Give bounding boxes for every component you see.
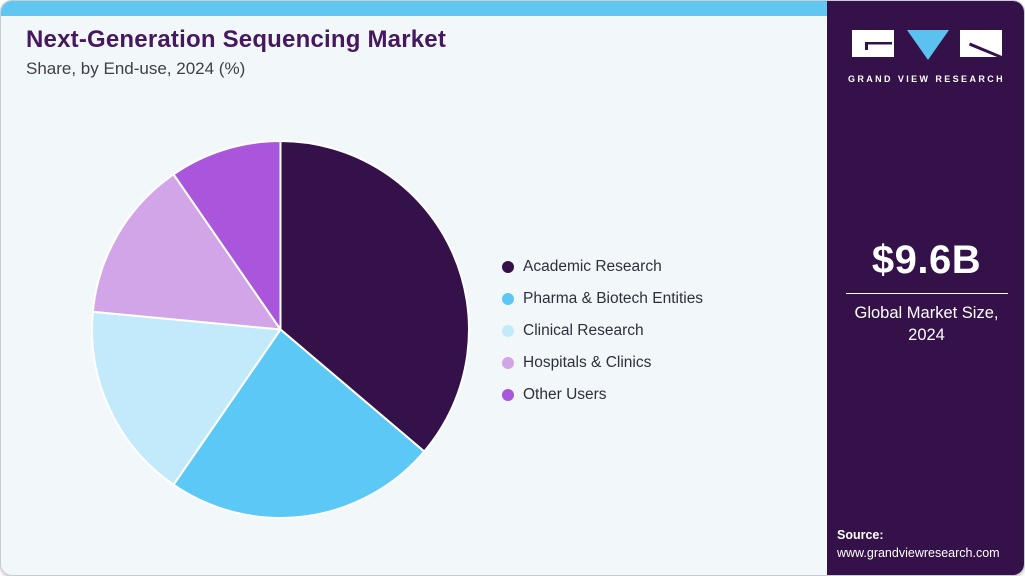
- legend-item-other-users: Other Users: [502, 379, 703, 411]
- market-size-block: $9.6B Global Market Size, 2024: [827, 238, 1024, 347]
- pie-slice-hospitals-clinics: [91, 173, 282, 331]
- gvr-logo-icon: [851, 30, 1002, 60]
- header: Next-Generation Sequencing Market Share,…: [26, 26, 446, 79]
- pie-slice-pharma-biotech-entities: [172, 328, 426, 519]
- page-subtitle: Share, by End-use, 2024 (%): [26, 59, 246, 78]
- legend-label: Hospitals & Clinics: [523, 354, 652, 371]
- logo-r-block: [959, 30, 1002, 57]
- legend-item-hospitals-clinics: Hospitals & Clinics: [502, 347, 703, 379]
- brand-name: GRAND VIEW RESEARCH: [847, 74, 1006, 84]
- legend-bullet-icon: [502, 357, 514, 369]
- pie-slice-other-users: [172, 140, 282, 331]
- logo-r-glyph: [968, 42, 1002, 59]
- legend-label: Other Users: [523, 386, 607, 403]
- market-size-divider: [845, 293, 1008, 294]
- gvr-logo: GRAND VIEW RESEARCH: [827, 28, 1024, 84]
- legend-item-academic-research: Academic Research: [502, 251, 703, 283]
- legend-label: Clinical Research: [523, 322, 644, 339]
- logo-g-glyph: [864, 42, 892, 50]
- legend-bullet-icon: [502, 293, 514, 305]
- market-size-value: $9.6B: [871, 238, 982, 282]
- pie-slice-clinical-research: [91, 310, 282, 486]
- legend-bullet-icon: [502, 389, 514, 401]
- legend-item-clinical-research: Clinical Research: [502, 315, 703, 347]
- legend-item-pharma-biotech-entities: Pharma & Biotech Entities: [502, 283, 703, 315]
- market-size-label: Global Market Size, 2024: [854, 304, 999, 345]
- brand-sidebar: GRAND VIEW RESEARCH $9.6B Global Market …: [827, 1, 1024, 575]
- legend-bullet-icon: [502, 261, 514, 273]
- legend-label: Pharma & Biotech Entities: [523, 290, 704, 307]
- page-title: Next-Generation Sequencing Market: [26, 26, 447, 53]
- pie-chart: [91, 140, 470, 519]
- source-label: Source:: [837, 528, 884, 542]
- source-block: Source: www.grandviewresearch.com: [837, 527, 1000, 562]
- legend-bullet-icon: [502, 325, 514, 337]
- pie-slice-academic-research: [279, 140, 470, 453]
- logo-v-triangle: [906, 30, 949, 60]
- source-url: www.grandviewresearch.com: [837, 545, 1000, 560]
- top-accent-bar: [1, 1, 827, 16]
- legend-label: Academic Research: [523, 258, 662, 275]
- chart-legend: Academic Research Pharma & Biotech Entiti…: [502, 251, 703, 411]
